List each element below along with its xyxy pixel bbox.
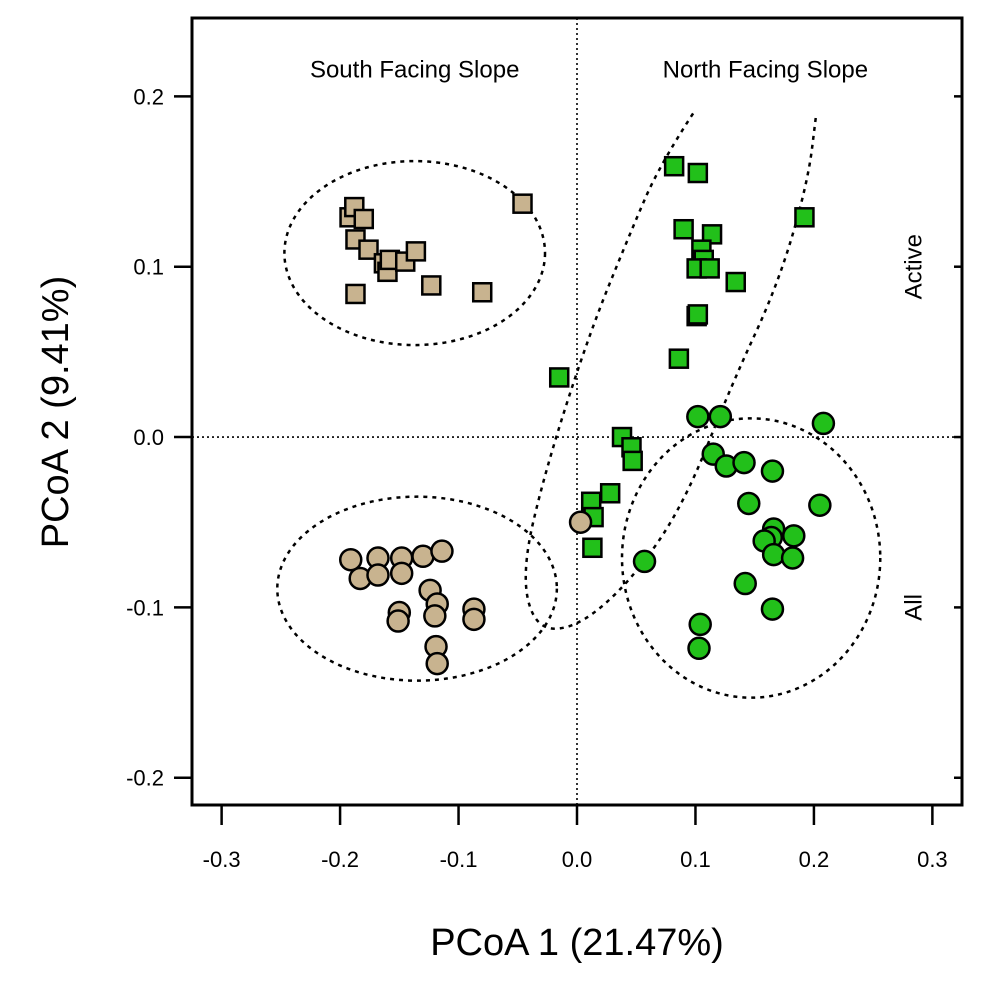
circle-point [737, 491, 761, 516]
x-tick-label: 0.0 [562, 847, 593, 872]
x-tick-label: 0.2 [799, 847, 830, 872]
circle-point [761, 542, 786, 567]
y-tick-label: -0.2 [126, 766, 164, 791]
square-point [673, 218, 694, 240]
circle-point [760, 459, 785, 483]
circle-point [389, 561, 414, 586]
group-ellipse [620, 417, 882, 699]
y-tick-label: 0.1 [133, 255, 164, 280]
y-axis-ticks: 0.2 0.1 0.0 -0.1 -0.2 [126, 84, 962, 791]
x-tick-label: 0.1 [680, 847, 711, 872]
square-point [687, 162, 709, 184]
square-point [512, 193, 533, 214]
group-ellipse [276, 495, 559, 682]
square-point [358, 239, 379, 260]
annotation-label: All [900, 594, 927, 621]
plot-frame [190, 16, 964, 807]
circle-point [811, 411, 836, 436]
circle-point [732, 450, 756, 475]
circle-point [338, 547, 363, 572]
square-point [345, 283, 366, 305]
y-tick-label: -0.1 [126, 595, 164, 620]
circle-point [688, 612, 712, 637]
circle-point [411, 544, 435, 569]
y-tick-label: 0.0 [133, 425, 164, 450]
circle-point [425, 651, 449, 676]
annotation-label: North Facing Slope [663, 57, 868, 84]
square-point [582, 537, 603, 559]
group-envelopes [276, 112, 882, 699]
circle-point [366, 563, 390, 587]
square-point [687, 304, 709, 325]
y-axis-title: PCoA 2 (9.41%) [35, 276, 77, 548]
circle-point [780, 546, 805, 570]
square-point [353, 208, 375, 230]
square-point [405, 241, 427, 262]
circle-point [760, 597, 785, 621]
square-point [663, 155, 685, 177]
annotations: South Facing Slope North Facing Slope Acti… [310, 57, 927, 621]
x-axis-ticks: -0.3 -0.2 -0.1 0.0 0.1 0.2 0.3 [203, 17, 948, 872]
circle-point [430, 539, 454, 563]
circle-point [632, 549, 657, 574]
circle-point [708, 404, 733, 429]
annotation-label: South Facing Slope [310, 57, 519, 84]
square-point [548, 367, 570, 388]
y-tick-label: 0.2 [133, 84, 164, 109]
square-point [668, 348, 690, 369]
x-tick-label: -0.1 [440, 847, 478, 872]
circle-point [462, 607, 486, 632]
circle-point [782, 524, 806, 548]
reference-lines [192, 18, 962, 805]
circle-point [568, 510, 593, 534]
square-point [725, 271, 746, 293]
data-points [338, 155, 836, 676]
x-tick-label: 0.3 [917, 847, 948, 872]
x-tick-label: -0.3 [203, 847, 241, 872]
circle-point [687, 636, 711, 661]
x-tick-label: -0.2 [321, 847, 359, 872]
group-ellipse [283, 159, 547, 347]
annotation-label: Active [900, 234, 927, 299]
square-point [599, 483, 621, 504]
circle-point [686, 404, 710, 429]
x-axis-title: PCoA 1 (21.47%) [430, 922, 724, 964]
circle-point [733, 571, 757, 596]
square-point [471, 282, 493, 303]
north-active-envelope [524, 112, 818, 630]
square-point [699, 258, 720, 279]
square-point [701, 224, 723, 245]
square-point [421, 275, 442, 296]
square-point [794, 207, 815, 228]
circle-point [386, 609, 410, 633]
circle-point [423, 604, 447, 628]
square-point [622, 450, 643, 472]
circle-point [808, 493, 832, 517]
